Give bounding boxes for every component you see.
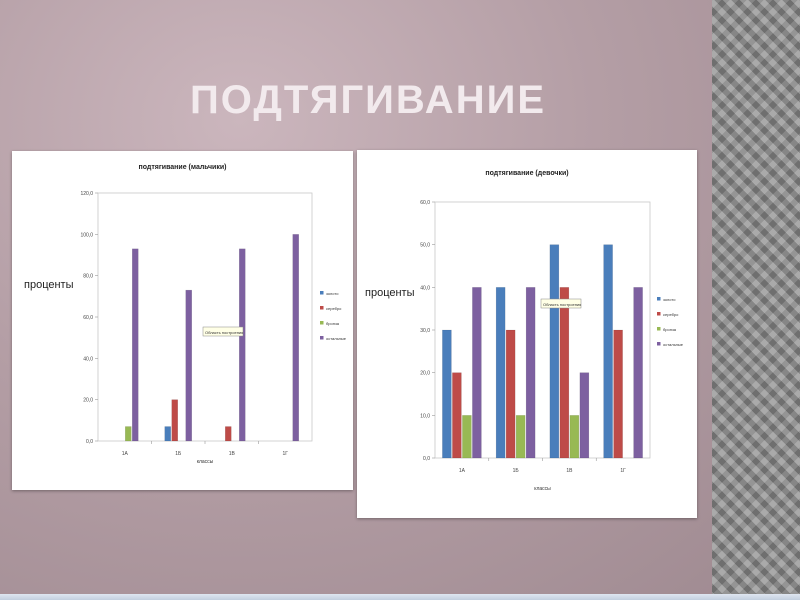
bar-gold <box>549 244 560 459</box>
x-tick-label: 1Г <box>283 451 289 457</box>
y-tick-label: 60,0 <box>420 200 430 206</box>
x-tick-label: 1В <box>229 451 236 457</box>
slide-title: Подтягивание <box>190 78 547 122</box>
bar-other <box>579 372 590 459</box>
y-tick-label: 40,0 <box>420 285 430 291</box>
x-tick-label: 1В <box>566 468 573 474</box>
legend-swatch <box>657 327 661 331</box>
x-axis-label: классы <box>197 459 214 465</box>
legend-label: остальные <box>663 342 684 347</box>
bar-silver <box>225 426 232 442</box>
y-tick-label: 30,0 <box>420 328 430 334</box>
y-tick-label: 60,0 <box>83 315 93 321</box>
bar-silver <box>613 329 623 459</box>
x-tick-label: 1Б <box>175 451 182 457</box>
legend-label: бронза <box>663 327 677 332</box>
bar-other <box>239 248 246 442</box>
legend-swatch <box>320 306 324 310</box>
y-tick-label: 40,0 <box>83 356 93 362</box>
bar-silver <box>559 287 570 459</box>
tooltip-box <box>202 326 244 337</box>
bar-gold <box>495 287 506 459</box>
bar-bronze <box>515 415 526 459</box>
legend-label: остальные <box>326 336 347 341</box>
bar-other <box>472 287 482 459</box>
bar-other <box>185 289 192 442</box>
y-tick-label: 80,0 <box>83 274 93 280</box>
bar-silver <box>452 372 462 459</box>
legend-label: золото <box>663 297 676 302</box>
y-tick-label: 0,0 <box>86 439 93 445</box>
x-tick-label: 1А <box>459 468 466 474</box>
legend-label: серебро <box>326 306 342 311</box>
chart-panel-boys: подтягивание (мальчики) 0,0 20,0 40,0 60,0 80… <box>12 151 353 490</box>
bar-bronze <box>569 415 580 459</box>
bar-other <box>292 234 299 442</box>
tooltip-label: Область построения <box>543 302 581 307</box>
plot-area-frame <box>97 192 313 442</box>
bar-bronze <box>462 415 472 459</box>
bar-other <box>633 287 643 459</box>
chart-title: подтягивание (мальчики) <box>138 164 226 171</box>
legend-label: золото <box>326 291 339 296</box>
legend-label: бронза <box>326 321 340 326</box>
x-axis-label: классы <box>534 486 551 492</box>
tooltip-box <box>540 298 582 309</box>
legend-swatch <box>657 312 661 316</box>
bar-gold <box>442 329 452 459</box>
plot-area-tooltip: Область построения <box>202 326 244 337</box>
y-axis-label: проценты <box>365 287 415 299</box>
legend-swatch <box>320 321 324 325</box>
y-tick-label: 50,0 <box>420 243 430 249</box>
taskbar-strip <box>0 594 800 600</box>
bar-gold <box>164 426 171 442</box>
bar-silver <box>505 329 516 459</box>
y-tick-label: 20,0 <box>420 371 430 377</box>
plot-area-tooltip: Область построения <box>540 298 582 309</box>
y-tick-label: 10,0 <box>420 413 430 419</box>
chart-girls: подтягивание (девочки) 0,0 10,0 20,0 30,0 40,… <box>365 170 684 492</box>
tooltip-label: Область построения <box>205 330 243 335</box>
decorative-side-strip <box>712 0 800 600</box>
y-tick-label: 0,0 <box>423 456 430 462</box>
legend-swatch <box>320 291 324 295</box>
legend-swatch <box>657 342 661 346</box>
bar-other <box>132 248 139 442</box>
bar-gold <box>603 244 613 459</box>
chart-boys: подтягивание (мальчики) 0,0 20,0 40,0 60,0 80… <box>24 164 347 465</box>
y-tick-label: 20,0 <box>83 398 93 404</box>
x-tick-label: 1Г <box>620 468 626 474</box>
bar-other <box>525 287 536 459</box>
y-tick-label: 100,0 <box>80 232 93 238</box>
y-tick-label: 120,0 <box>80 191 93 197</box>
bar-bronze <box>125 426 132 442</box>
legend-swatch <box>657 297 661 301</box>
chart-panel-girls: подтягивание (девочки) 0,0 10,0 20,0 30,0 40,… <box>357 150 697 518</box>
x-tick-label: 1А <box>122 451 129 457</box>
legend-swatch <box>320 336 324 340</box>
legend-label: серебро <box>663 312 679 317</box>
chart-title: подтягивание (девочки) <box>485 170 568 177</box>
x-tick-label: 1Б <box>513 468 520 474</box>
bar-silver <box>171 399 178 442</box>
y-axis-label: проценты <box>24 279 74 291</box>
